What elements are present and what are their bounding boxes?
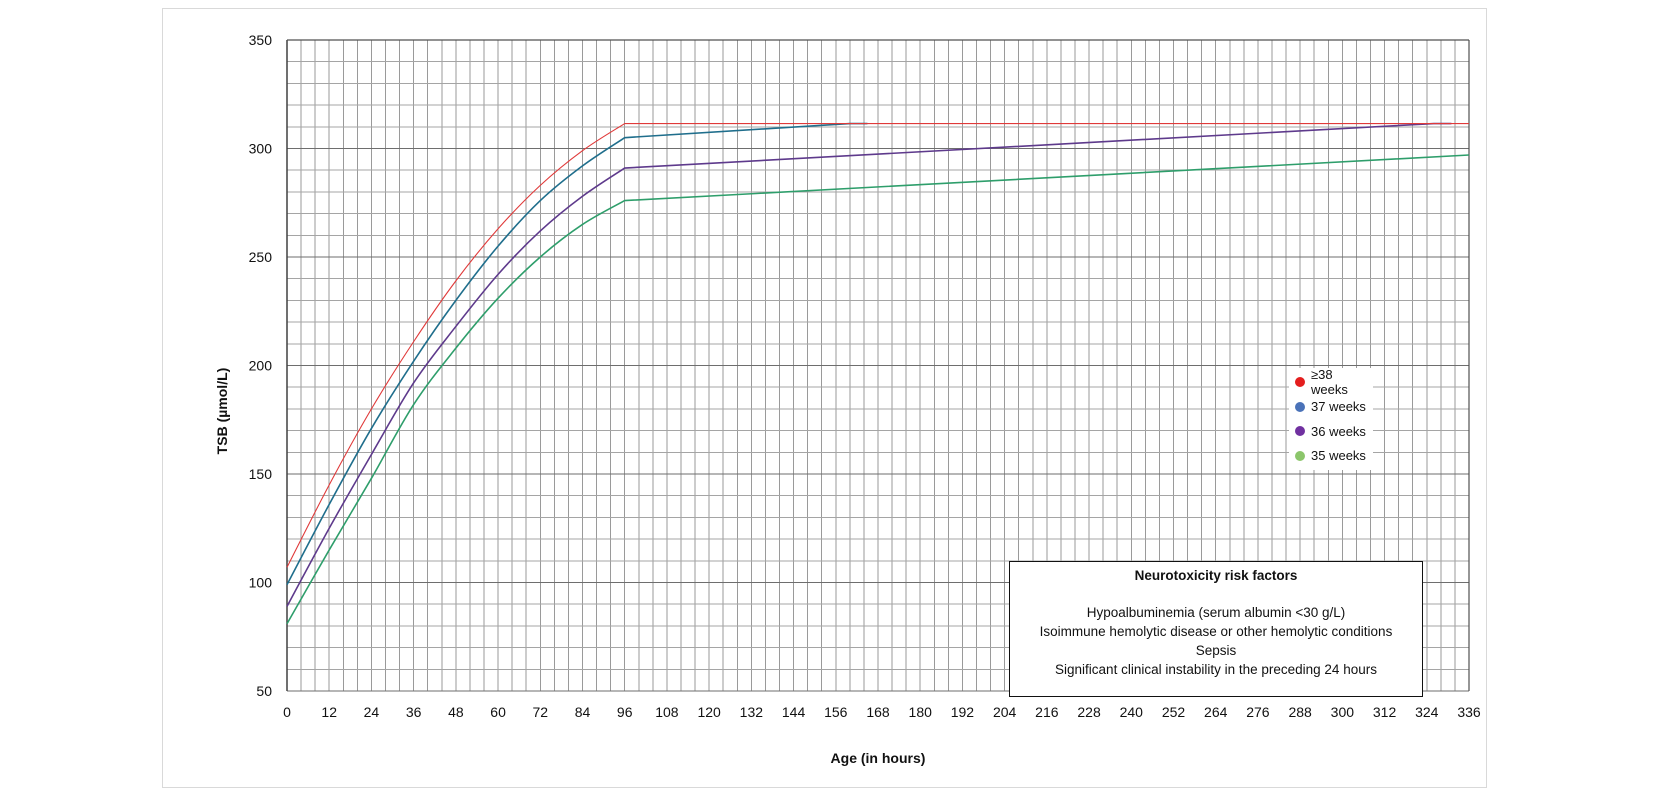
legend-label: 36 weeks <box>1311 423 1366 439</box>
x-tick-label: 324 <box>1415 704 1439 720</box>
y-tick-label: 50 <box>256 683 272 699</box>
annotation-line: Significant clinical instability in the … <box>1055 662 1377 677</box>
annotation-line: Hypoalbuminemia (serum albumin <30 g/L) <box>1086 605 1346 620</box>
x-tick-label: 192 <box>951 704 975 720</box>
x-tick-label: 336 <box>1457 704 1481 720</box>
x-tick-label: 84 <box>575 704 591 720</box>
chart-frame <box>162 8 1487 788</box>
legend-item-37-weeks: 37 weeks <box>1289 395 1373 420</box>
annotation-line: Sepsis <box>1195 643 1237 658</box>
x-tick-label: 108 <box>655 704 679 720</box>
y-tick-label: 300 <box>249 141 273 157</box>
legend-label: 37 weeks <box>1311 399 1366 415</box>
series-line-38-weeks <box>286 122 1469 568</box>
x-tick-label: 180 <box>909 704 933 720</box>
series-line-36-weeks <box>286 122 1452 607</box>
x-tick-label: 228 <box>1077 704 1101 720</box>
tick-labels: 50 100 150 200 250 300 350 0 12 24 36 48 60 72 84 96 108… <box>249 32 1481 720</box>
series-lines <box>286 122 1470 625</box>
axes <box>286 39 1470 691</box>
x-tick-label: 144 <box>782 704 806 720</box>
x-axis-label: Age (in hours) <box>831 750 926 766</box>
x-tick-label: 312 <box>1373 704 1397 720</box>
legend-marker-icon <box>1295 426 1305 437</box>
x-tick-label: 96 <box>617 704 633 720</box>
x-tick-label: 48 <box>448 704 464 720</box>
series-line-35-weeks <box>286 154 1470 625</box>
x-tick-label: 204 <box>993 704 1017 720</box>
legend-marker-icon <box>1295 401 1305 412</box>
x-tick-label: 120 <box>697 704 721 720</box>
x-tick-label: 36 <box>406 704 422 720</box>
x-tick-label: 72 <box>532 704 548 720</box>
legend-label: ≥38 weeks <box>1311 367 1348 398</box>
x-tick-label: 132 <box>740 704 764 720</box>
legend-label: 35 weeks <box>1311 448 1366 464</box>
y-tick-label: 350 <box>249 32 273 48</box>
legend: ≥38 weeks 37 weeks 36 weeks 35 weeks <box>1289 367 1373 470</box>
legend-item-35-weeks: 35 weeks <box>1289 444 1373 469</box>
y-tick-label: 100 <box>249 575 273 591</box>
annotation-title: Neurotoxicity risk factors <box>1134 568 1298 583</box>
x-tick-label: 288 <box>1288 704 1312 720</box>
y-tick-label: 250 <box>249 249 273 265</box>
series-line-37-weeks <box>286 122 868 586</box>
legend-item-38-weeks: ≥38 weeks <box>1289 367 1373 398</box>
y-tick-label: 200 <box>249 358 273 374</box>
x-tick-label: 24 <box>364 704 380 720</box>
x-tick-label: 0 <box>283 704 291 720</box>
y-axis-label: TSB (µmol/L) <box>214 368 230 455</box>
x-tick-label: 276 <box>1246 704 1270 720</box>
x-tick-label: 156 <box>824 704 848 720</box>
x-tick-label: 252 <box>1162 704 1186 720</box>
x-tick-label: 300 <box>1331 704 1355 720</box>
x-tick-label: 264 <box>1204 704 1228 720</box>
x-tick-label: 12 <box>321 704 337 720</box>
x-tick-label: 240 <box>1120 704 1144 720</box>
annotation-line: Isoimmune hemolytic disease or other hem… <box>1039 624 1393 639</box>
y-tick-label: 150 <box>249 466 273 482</box>
x-tick-label: 60 <box>490 704 506 720</box>
legend-marker-icon <box>1295 377 1305 388</box>
risk-factors-annotation: Neurotoxicity risk factors Hypoalbuminem… <box>1009 561 1423 697</box>
legend-marker-icon <box>1295 450 1305 461</box>
x-tick-label: 216 <box>1035 704 1059 720</box>
x-tick-label: 168 <box>866 704 890 720</box>
legend-item-36-weeks: 36 weeks <box>1289 419 1373 444</box>
